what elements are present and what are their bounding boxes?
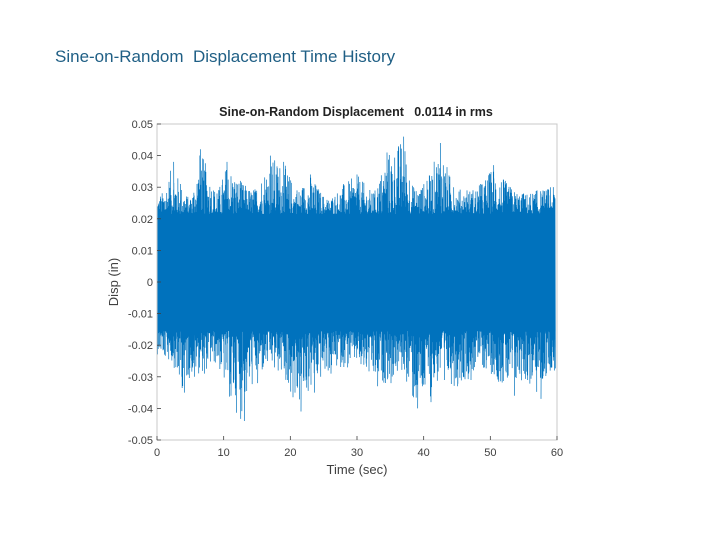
y-tick-label: 0.03 bbox=[132, 182, 153, 194]
y-tick-label: -0.04 bbox=[128, 403, 153, 415]
x-tick-label: 0 bbox=[154, 447, 160, 459]
x-axis: 0 10 20 30 40 50 60 bbox=[154, 436, 563, 459]
y-axis: 0.05 0.04 0.03 0.02 0.01 0 -0.01 -0.02 -0.03 -0.0… bbox=[128, 119, 161, 447]
y-tick-label: -0.01 bbox=[128, 309, 153, 321]
series-layer bbox=[156, 136, 556, 422]
x-tick-label: 40 bbox=[418, 447, 430, 459]
x-tick-label: 10 bbox=[218, 447, 230, 459]
y-tick-label: 0.01 bbox=[132, 245, 153, 257]
y-tick-label: -0.03 bbox=[128, 372, 153, 384]
slide-title: Sine-on-Random Displacement Time History bbox=[55, 47, 396, 66]
x-tick-label: 20 bbox=[284, 447, 296, 459]
y-tick-label: -0.05 bbox=[128, 435, 153, 447]
x-tick-label: 60 bbox=[551, 447, 563, 459]
y-axis-label: Disp (in) bbox=[106, 258, 121, 306]
y-tick-label: 0.05 bbox=[132, 119, 153, 131]
y-tick-label: 0.02 bbox=[132, 214, 153, 226]
y-tick-label: 0 bbox=[147, 277, 153, 289]
x-tick-label: 30 bbox=[351, 447, 363, 459]
x-axis-label: Time (sec) bbox=[327, 462, 388, 477]
x-tick-label: 50 bbox=[484, 447, 496, 459]
y-tick-label: -0.02 bbox=[128, 340, 153, 352]
chart-title: Sine-on-Random Displacement 0.0114 in rm… bbox=[219, 105, 493, 119]
y-tick-label: 0.04 bbox=[132, 151, 153, 163]
